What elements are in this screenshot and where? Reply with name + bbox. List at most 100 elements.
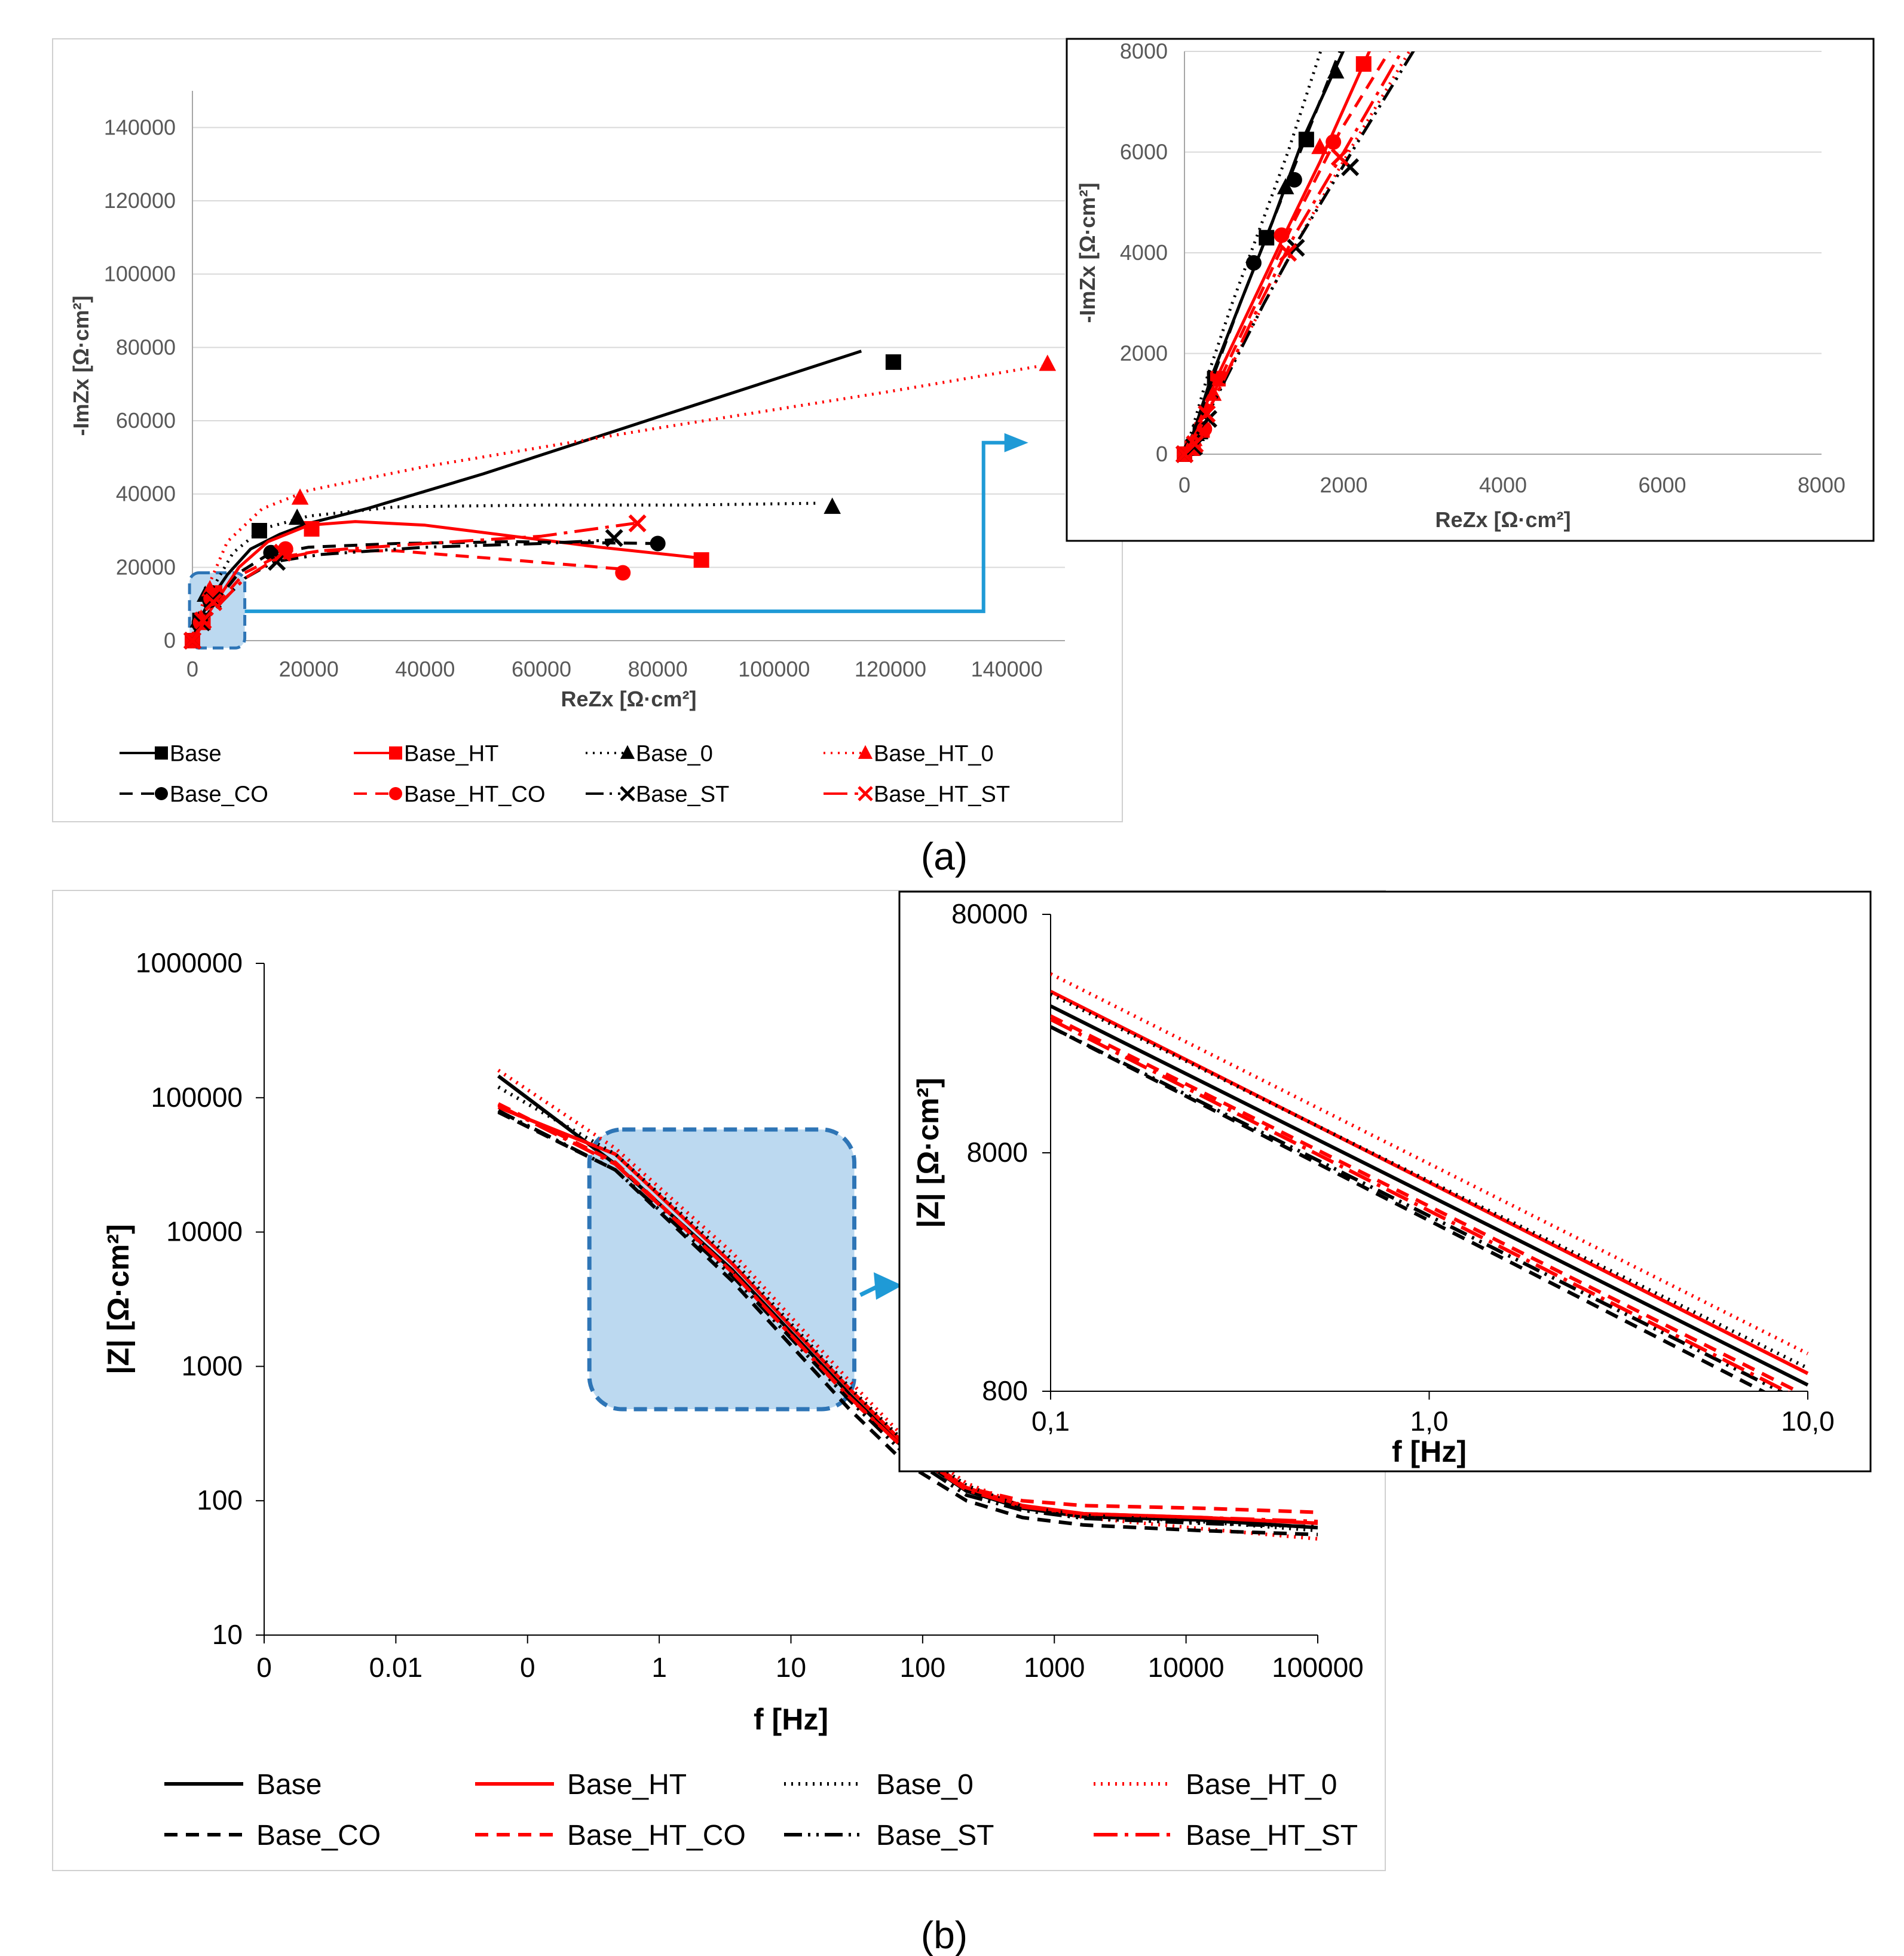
inset-xtick-label: 10,0 [1781,1406,1835,1437]
inset-series-line-Base_0 [1051,992,1809,1370]
inset-data-point-Base_CO [1286,172,1302,188]
inset-xtick-label: 6000 [1638,473,1686,497]
inset-xtick-label: 2000 [1320,473,1367,497]
ytick-label: 100000 [104,262,176,286]
inset-xtick-label: 1,0 [1410,1406,1449,1437]
caption-a: (a) [921,835,968,878]
legend-marker-Base [155,746,168,760]
series-line-Base_0 [191,501,821,641]
inset-bode: 80000 8000 8000,1 1,0 10,0 f [Hz] |Z| [Ω·cm²] [898,890,1872,1473]
legend-label-Base: Base [256,1769,322,1801]
inset-series-line-Base_ST [1183,51,1415,455]
xtick-label: 100 [900,1652,946,1683]
xtick-label: 20000 [279,657,339,681]
inset-data-point-Base_HT_CO [1326,134,1342,150]
inset-ytick-label: 4000 [1120,240,1168,265]
inset-series-line-Base_HT_0 [1051,972,1809,1355]
data-point-Base_HT_ST [194,611,212,630]
inset-data-point-Base_HT_ST [1186,435,1204,454]
legend-label-Base_0: Base_0 [636,741,713,766]
xtick-label: 0 [520,1652,535,1683]
caption-b: (b) [921,1914,968,1956]
xtick-label: 40000 [395,657,455,681]
ytick-label: 120000 [104,188,176,213]
inset-data-point-Base [1259,229,1275,246]
ytick-label: 40000 [116,482,176,506]
ytick-label: 20000 [116,555,176,579]
legend-b: Base Base_HT Base_0 Base_HT_0 Base_CO Base_HT… [164,1769,1358,1851]
xtick-label: 0 [186,657,198,681]
ytick-label: 1000 [182,1350,243,1381]
panel-a: 0 20000 40000 60000 80000 100000 120000 140000 0… [52,38,1875,822]
legend-label-Base_ST: Base_ST [876,1820,994,1851]
inset-ytick-label: 6000 [1120,140,1168,164]
ytick-label: 100000 [151,1082,243,1113]
inset-y-axis-label: |Z| [Ω·cm²] [911,1078,945,1228]
inset-axes [1050,914,1808,1392]
legend-a: Base Base_HT Base_0 Base_HT_0 Base_CO Base_HT… [120,741,1010,807]
legend-label-Base_HT: Base_HT [567,1769,687,1801]
inset-b-frame [898,890,1872,1473]
data-point-Base_HT_0 [291,488,309,505]
zoom-arrow-head [1004,433,1028,452]
data-point-Base_0 [824,497,841,514]
zoom-connector [244,440,1007,613]
inset-data-point-Base_CO [1245,255,1262,271]
ytick-label: 60000 [116,408,176,433]
inset-xtick-label: 4000 [1479,473,1527,497]
xtick-label: 80000 [628,657,688,681]
xtick-label: 140000 [971,657,1043,681]
series-line-Base_ST [191,538,614,642]
inset-nyquist: 0 2000 4000 6000 8000 0 2000 4000 6000 8000 ReZx [… [1066,38,1875,542]
zoom-arrow-head [874,1272,902,1300]
data-point-Base [251,523,267,538]
legend-label-Base_HT_0: Base_HT_0 [1186,1769,1337,1801]
inset-data-point-Base_HT_ST [1330,148,1349,166]
ytick-label: 10000 [166,1216,243,1247]
legend-label-Base_HT_CO: Base_HT_CO [404,782,546,807]
data-point-Base_HT_CO [615,565,631,581]
inset-data-point-Base_0 [1327,62,1345,79]
data-point-Base_ST [605,529,623,547]
legend-label-Base: Base [170,741,222,766]
inset-x-axis-label: ReZx [Ω·cm²] [1435,507,1571,532]
legend-marker-Base_HT_0 [858,745,873,759]
data-point-Base_HT_ST [628,514,647,532]
inset-series-line-Base_ST [1051,1025,1784,1391]
legend-marker-Base_ST [620,786,635,801]
ytick-label: 140000 [104,115,176,139]
inset-data-point-Base_HT [1355,56,1372,72]
y-axis-label: -ImZx [Ω·cm²] [69,296,93,436]
legend-marker-Base_HT_CO [389,787,402,800]
ytick-label: 10 [212,1619,243,1650]
inset-data-point-Base [1298,131,1314,148]
data-point-Base_HT_0 [1039,354,1057,371]
legend-label-Base_HT_ST: Base_HT_ST [874,782,1010,807]
series-Base_HT_ST [183,514,647,650]
inset-plot-area [1051,972,1809,1391]
inset-plot-area [1175,51,1415,464]
inset-xtick-label: 0,1 [1031,1406,1070,1437]
legend-label-Base_HT_0: Base_HT_0 [874,741,994,766]
legend-label-Base_0: Base_0 [876,1769,974,1801]
ytick-label: 80000 [116,335,176,359]
legend-label-Base_CO: Base_CO [170,782,268,807]
xtick-label: 10000 [1148,1652,1225,1683]
inset-series-line-Base_CO [1051,1025,1767,1391]
inset-x-axis-label: f [Hz] [1392,1435,1467,1468]
data-point-Base_0 [288,508,306,525]
xtick-label: 60000 [512,657,571,681]
inset-ytick-label: 8000 [967,1137,1028,1168]
inset-data-point-Base_HT_ST [1279,243,1297,262]
legend-marker-Base_HT [389,746,402,760]
inset-xtick-label: 0 [1178,473,1190,497]
inset-data-point-Base_HT_0 [1311,137,1328,154]
inset-series-line-Base_HT_CO [1051,1014,1801,1391]
inset-ytick-label: 8000 [1120,39,1168,63]
zoom-highlight [587,1127,857,1412]
inset-ytick-label: 800 [982,1375,1028,1406]
xtick-label: 0 [256,1652,272,1683]
xtick-label: 100000 [738,657,810,681]
